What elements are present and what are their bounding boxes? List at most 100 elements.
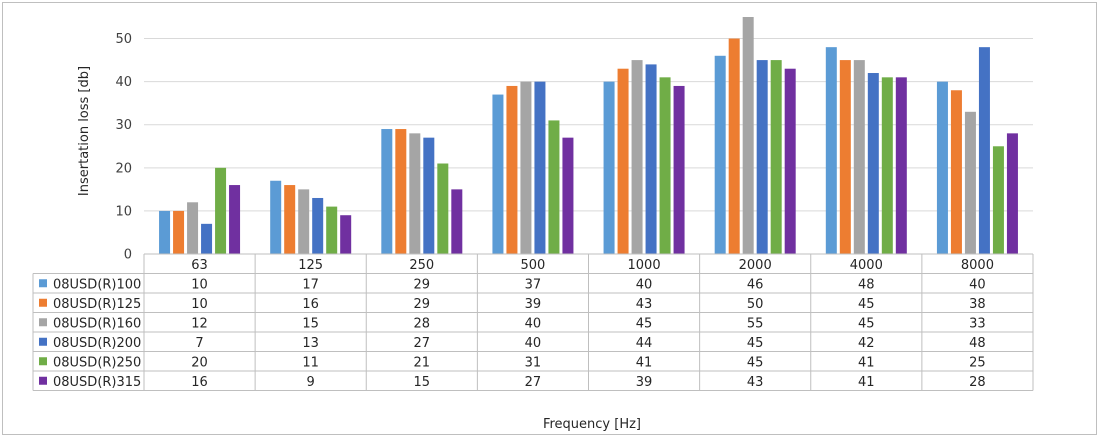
data-label: 16 bbox=[302, 297, 319, 312]
data-label: 28 bbox=[414, 316, 431, 331]
bar bbox=[659, 77, 671, 254]
legend-swatch bbox=[39, 298, 47, 307]
x-axis-title: Frequency [Hz] bbox=[543, 417, 641, 432]
data-label: 29 bbox=[414, 297, 431, 312]
bar bbox=[617, 68, 629, 254]
bar bbox=[409, 133, 421, 254]
data-label: 45 bbox=[747, 355, 764, 370]
bar bbox=[201, 223, 213, 254]
bar bbox=[229, 185, 241, 254]
bar bbox=[451, 189, 463, 254]
bar bbox=[895, 77, 907, 254]
bar bbox=[312, 197, 324, 254]
data-label: 43 bbox=[636, 297, 653, 312]
data-label: 45 bbox=[858, 297, 875, 312]
data-label: 20 bbox=[191, 355, 208, 370]
bar bbox=[381, 129, 393, 254]
series-name: 08USD(R)125 bbox=[53, 297, 141, 312]
data-table: 63 125 250 500 1000 2000 4000 8000 08USD(R)100 10… bbox=[32, 253, 1034, 391]
data-label: 43 bbox=[747, 375, 764, 390]
legend-swatch bbox=[39, 337, 47, 346]
bar bbox=[881, 77, 893, 254]
data-label: 39 bbox=[525, 297, 542, 312]
category-label: 2000 bbox=[739, 258, 772, 273]
bars bbox=[159, 17, 1018, 255]
legend-swatch bbox=[39, 357, 47, 366]
bar bbox=[950, 90, 962, 254]
data-label: 7 bbox=[195, 336, 203, 351]
bar bbox=[867, 73, 879, 254]
category-label: 250 bbox=[409, 258, 434, 273]
data-label: 16 bbox=[191, 375, 208, 390]
data-label: 17 bbox=[302, 277, 319, 292]
bar bbox=[645, 64, 657, 255]
bar bbox=[603, 81, 615, 255]
data-label: 50 bbox=[747, 297, 764, 312]
data-label: 41 bbox=[636, 355, 653, 370]
data-label: 40 bbox=[636, 277, 653, 292]
bar bbox=[173, 210, 185, 254]
category-label: 4000 bbox=[850, 258, 883, 273]
series-name: 08USD(R)100 bbox=[53, 277, 141, 292]
data-label: 33 bbox=[969, 316, 986, 331]
data-label: 42 bbox=[858, 336, 875, 351]
y-tick-label: 50 bbox=[115, 32, 132, 47]
bar bbox=[756, 60, 768, 254]
data-label: 31 bbox=[525, 355, 542, 370]
data-label: 45 bbox=[636, 316, 653, 331]
bar bbox=[506, 85, 518, 254]
y-tick-label: 40 bbox=[115, 75, 132, 90]
y-axis-ticks: 0 10 20 30 40 50 bbox=[115, 32, 132, 262]
data-label: 27 bbox=[525, 375, 542, 390]
bar bbox=[978, 47, 990, 254]
bar bbox=[326, 206, 338, 254]
bar bbox=[992, 146, 1004, 254]
bar bbox=[187, 202, 199, 254]
data-label: 40 bbox=[525, 316, 542, 331]
bar bbox=[270, 180, 282, 254]
data-label: 45 bbox=[858, 316, 875, 331]
data-label: 41 bbox=[858, 355, 875, 370]
data-label: 27 bbox=[414, 336, 431, 351]
data-label: 15 bbox=[302, 316, 319, 331]
bar bbox=[1006, 133, 1018, 254]
bar bbox=[784, 68, 796, 254]
bar bbox=[825, 47, 837, 254]
data-label: 28 bbox=[969, 375, 986, 390]
bar bbox=[437, 163, 449, 254]
data-label: 45 bbox=[747, 336, 764, 351]
bar bbox=[159, 210, 171, 254]
legend-swatch bbox=[39, 318, 47, 327]
y-axis-title: Insertation loss [db] bbox=[77, 66, 92, 196]
category-label: 8000 bbox=[961, 258, 994, 273]
bar bbox=[395, 129, 407, 254]
category-label: 1000 bbox=[628, 258, 661, 273]
data-label: 25 bbox=[969, 355, 986, 370]
data-label: 29 bbox=[414, 277, 431, 292]
data-label: 41 bbox=[858, 375, 875, 390]
legend-swatch bbox=[39, 376, 47, 385]
data-label: 39 bbox=[636, 375, 653, 390]
y-tick-label: 20 bbox=[115, 161, 132, 176]
bar bbox=[673, 85, 685, 254]
series-name: 08USD(R)315 bbox=[53, 375, 141, 390]
series-name: 08USD(R)160 bbox=[53, 316, 141, 331]
y-tick-label: 0 bbox=[124, 248, 132, 263]
bar bbox=[520, 81, 532, 255]
data-label: 37 bbox=[525, 277, 542, 292]
legend-swatch bbox=[39, 279, 47, 288]
data-label: 11 bbox=[302, 355, 319, 370]
bar bbox=[742, 17, 754, 254]
bar bbox=[423, 137, 435, 254]
category-label: 125 bbox=[298, 258, 323, 273]
y-tick-label: 30 bbox=[115, 118, 132, 133]
bar bbox=[340, 215, 352, 254]
bar bbox=[964, 111, 976, 254]
bar bbox=[839, 60, 851, 254]
bar bbox=[215, 167, 227, 254]
series-name: 08USD(R)200 bbox=[53, 336, 141, 351]
data-label: 44 bbox=[636, 336, 653, 351]
data-label: 15 bbox=[414, 375, 431, 390]
data-label: 13 bbox=[302, 336, 319, 351]
